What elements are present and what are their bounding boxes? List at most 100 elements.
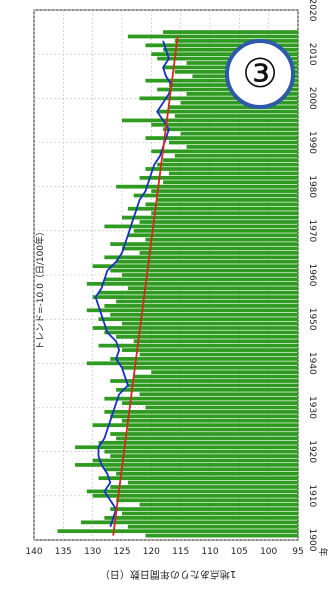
y-tick-label: 100 [260, 547, 277, 557]
bar [104, 410, 299, 414]
bar [122, 365, 298, 370]
bar [163, 180, 298, 185]
bar [122, 418, 298, 423]
bar [127, 34, 298, 39]
x-tick-label: 1910 [307, 484, 317, 507]
bar [92, 458, 299, 463]
bar [133, 339, 298, 344]
y-tick-label: 130 [84, 547, 101, 557]
bar [98, 317, 299, 322]
bar [122, 511, 298, 516]
bar [98, 290, 299, 295]
bar [139, 175, 298, 180]
bar [122, 321, 298, 326]
bar [127, 427, 298, 432]
bar [151, 370, 298, 375]
bar [139, 502, 298, 507]
bar [151, 52, 298, 57]
bar [157, 198, 298, 202]
bar [104, 255, 299, 260]
bar [92, 295, 299, 299]
bar [186, 145, 298, 149]
bar [163, 158, 298, 163]
bar [104, 277, 299, 282]
bar [127, 480, 298, 485]
bar [92, 423, 299, 428]
y-tick-label: 120 [143, 547, 160, 557]
bar [75, 463, 298, 467]
bar [116, 471, 298, 476]
bar [116, 184, 298, 189]
bar [151, 189, 298, 193]
x-axis-label: 年 [317, 547, 329, 556]
bar [127, 206, 298, 211]
bar [168, 140, 298, 145]
bar [86, 308, 298, 313]
bar [174, 39, 298, 43]
bar [139, 220, 298, 224]
bar [98, 440, 299, 445]
bar [110, 432, 299, 436]
bar [110, 414, 299, 419]
bar [110, 454, 299, 458]
trend-line [112, 36, 179, 536]
bar [122, 401, 298, 405]
bar [157, 87, 298, 92]
bar [145, 533, 298, 538]
x-tick-label: 1900 [307, 529, 317, 552]
y-axis-label: 1地点あたりの年間日数（日） [100, 568, 236, 581]
bar [86, 489, 298, 494]
bar [139, 96, 298, 101]
badge-number: ③ [242, 51, 278, 97]
bar [104, 467, 299, 472]
x-tick-label: 1980 [307, 175, 317, 198]
y-tick-label: 110 [201, 547, 218, 557]
x-tick-label: 1920 [307, 440, 317, 463]
bar [122, 118, 298, 123]
x-tick-label: 2000 [307, 87, 317, 110]
bar [163, 47, 298, 52]
x-tick-label: 1950 [307, 308, 317, 331]
bar [116, 334, 298, 339]
bar [139, 251, 298, 255]
bar [139, 352, 298, 357]
bar [86, 281, 298, 286]
bar [168, 105, 298, 110]
bar [145, 43, 298, 48]
y-tick-labels: 95 100 105 110 115 120 125 130 135 140 [25, 547, 303, 557]
y-tick-label: 95 [292, 547, 303, 557]
line-series [94, 36, 179, 536]
bar [157, 162, 298, 167]
bar [145, 405, 298, 410]
bar [122, 348, 298, 352]
bar [180, 131, 298, 136]
bar [122, 273, 298, 277]
bar [110, 268, 299, 273]
bar [127, 286, 298, 291]
bar [104, 304, 299, 308]
y-tick-label: 105 [231, 547, 248, 557]
moving-average-line [94, 40, 173, 528]
bar [75, 445, 298, 450]
bar [110, 312, 299, 317]
bar [92, 326, 299, 330]
bar [92, 264, 299, 269]
y-tick-label: 140 [25, 547, 42, 557]
bar [174, 114, 298, 118]
bar [133, 193, 298, 198]
bar [139, 392, 298, 397]
bar [157, 109, 298, 114]
bar [110, 357, 299, 361]
bar [116, 299, 298, 304]
x-tick-label: 2020 [307, 0, 317, 22]
badge-circle: ③ [225, 39, 295, 109]
bar [110, 242, 299, 246]
bar [110, 507, 299, 511]
bar [80, 520, 298, 525]
bar [92, 493, 299, 498]
bar [145, 237, 298, 242]
bar [151, 211, 298, 216]
bar [116, 387, 298, 392]
bar [151, 149, 298, 154]
